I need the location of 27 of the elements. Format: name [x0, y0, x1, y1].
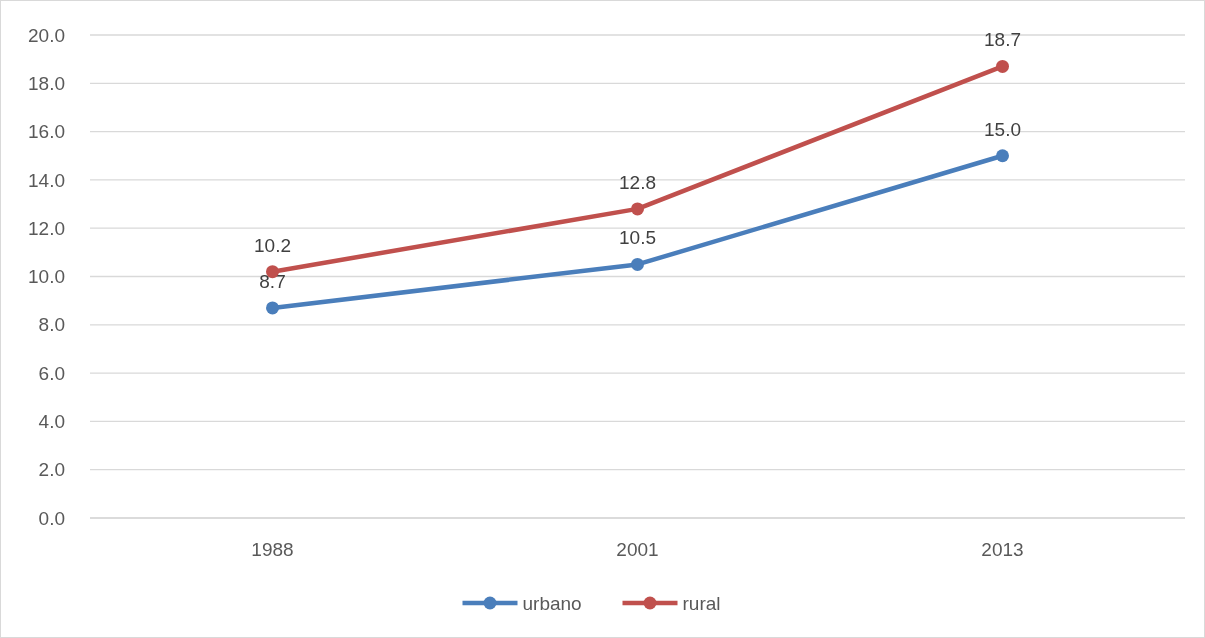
- y-tick-label: 6.0: [38, 362, 65, 384]
- legend-label: rural: [682, 592, 721, 614]
- y-tick-label: 14.0: [28, 169, 65, 191]
- point: [631, 202, 644, 216]
- y-tick-label: 12.0: [28, 217, 65, 239]
- data-label: 18.7: [984, 29, 1021, 51]
- data-label: 8.7: [259, 270, 286, 292]
- data-label: 10.2: [254, 234, 291, 256]
- point: [996, 149, 1009, 163]
- y-tick-label: 2.0: [38, 459, 65, 481]
- y-tick-label: 20.0: [28, 24, 65, 46]
- data-label: 12.8: [619, 171, 656, 193]
- x-tick-label: 2013: [981, 539, 1024, 560]
- y-tick-label: 8.0: [38, 314, 65, 336]
- y-tick-label: 10.0: [28, 266, 65, 288]
- x-tick-label: 2001: [616, 539, 659, 560]
- point: [996, 59, 1009, 73]
- point: [266, 301, 279, 315]
- y-tick-label: 18.0: [28, 72, 65, 94]
- y-tick-label: 16.0: [28, 121, 65, 143]
- legend-label: urbano: [522, 592, 582, 614]
- data-label: 15.0: [984, 118, 1021, 140]
- y-tick-label: 0.0: [38, 507, 65, 529]
- point: [631, 257, 644, 271]
- x-tick-label: 1988: [251, 539, 294, 560]
- data-label: 10.5: [619, 227, 656, 249]
- y-tick-label: 4.0: [38, 411, 65, 433]
